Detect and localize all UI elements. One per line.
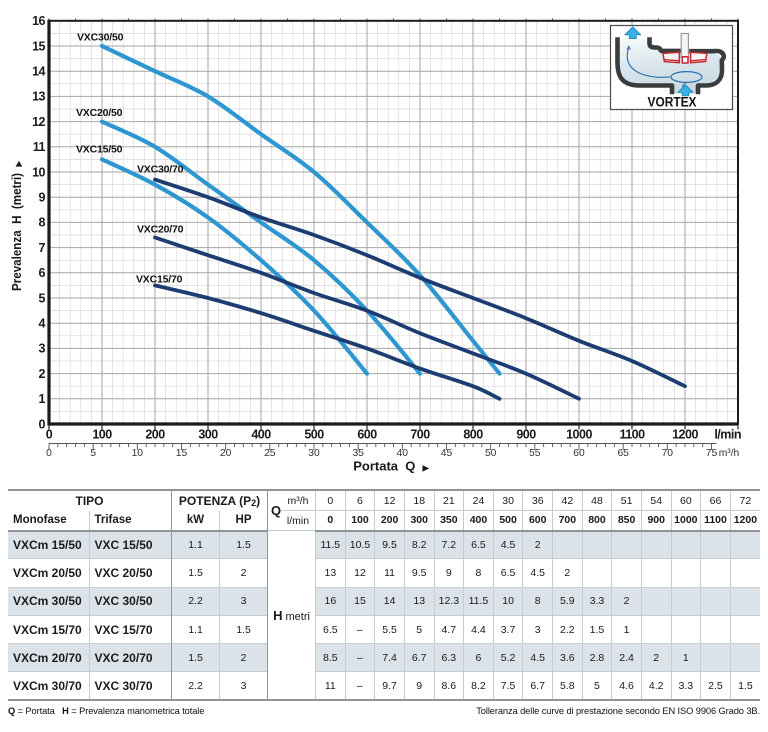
svg-text:m³/h: m³/h (719, 448, 740, 459)
svg-text:VORTEX: VORTEX (648, 95, 697, 110)
svg-text:1200: 1200 (672, 427, 698, 441)
svg-text:7: 7 (39, 241, 46, 255)
svg-text:500: 500 (304, 427, 324, 441)
svg-text:1000: 1000 (566, 427, 592, 441)
svg-text:65: 65 (617, 448, 629, 459)
svg-text:70: 70 (662, 448, 674, 459)
svg-text:15: 15 (32, 39, 45, 53)
svg-text:6: 6 (39, 266, 46, 280)
svg-text:45: 45 (441, 448, 453, 459)
svg-text:1100: 1100 (619, 427, 645, 441)
svg-text:9: 9 (39, 191, 46, 205)
svg-text:VXC30/70: VXC30/70 (137, 164, 184, 176)
svg-text:13: 13 (32, 90, 45, 104)
svg-text:50: 50 (485, 448, 497, 459)
svg-text:Portata Q ▶: Portata Q ▶ (353, 459, 429, 474)
svg-text:200: 200 (145, 427, 165, 441)
svg-text:Prevalenza H (metri) ▶: Prevalenza H (metri) ▶ (9, 160, 24, 291)
svg-text:1: 1 (39, 392, 46, 406)
svg-text:10: 10 (32, 165, 45, 179)
svg-text:VXC15/50: VXC15/50 (76, 144, 123, 156)
svg-text:16: 16 (32, 14, 45, 28)
svg-text:400: 400 (251, 427, 271, 441)
svg-text:5: 5 (90, 448, 96, 459)
svg-text:5: 5 (39, 291, 46, 305)
svg-text:60: 60 (573, 448, 585, 459)
svg-text:2: 2 (39, 367, 46, 381)
svg-text:12: 12 (32, 115, 45, 129)
svg-text:15: 15 (176, 448, 188, 459)
svg-text:600: 600 (357, 427, 377, 441)
svg-text:300: 300 (198, 427, 218, 441)
svg-text:20: 20 (220, 448, 232, 459)
svg-text:25: 25 (264, 448, 276, 459)
svg-text:100: 100 (92, 427, 112, 441)
svg-text:VXC20/50: VXC20/50 (76, 107, 123, 119)
svg-text:11: 11 (33, 140, 46, 154)
svg-text:75: 75 (706, 448, 718, 459)
svg-text:0: 0 (46, 427, 53, 441)
svg-text:8: 8 (39, 216, 46, 230)
svg-text:10: 10 (132, 448, 144, 459)
svg-text:900: 900 (516, 427, 536, 441)
svg-text:4: 4 (39, 317, 46, 331)
svg-text:800: 800 (463, 427, 483, 441)
svg-text:l/min: l/min (714, 427, 741, 441)
svg-text:40: 40 (397, 448, 409, 459)
svg-text:700: 700 (410, 427, 430, 441)
svg-text:VXC20/70: VXC20/70 (137, 224, 184, 236)
svg-text:55: 55 (529, 448, 541, 459)
svg-text:35: 35 (352, 448, 364, 459)
svg-text:0: 0 (39, 417, 46, 431)
svg-text:VXC15/70: VXC15/70 (136, 274, 183, 286)
svg-text:0: 0 (46, 448, 52, 459)
svg-text:14: 14 (32, 65, 45, 79)
svg-text:VXC30/50: VXC30/50 (77, 32, 124, 44)
svg-text:30: 30 (308, 448, 320, 459)
svg-text:3: 3 (39, 342, 46, 356)
